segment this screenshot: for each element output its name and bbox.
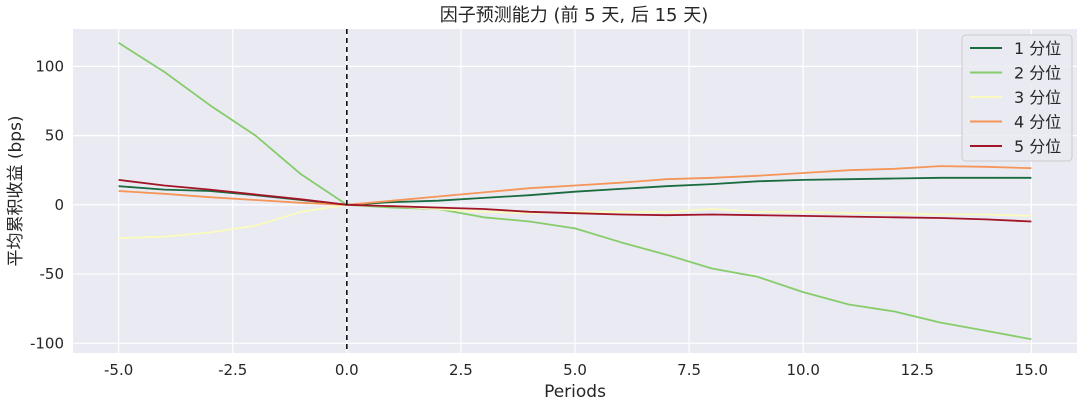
y-tick-label: 50 xyxy=(45,127,64,145)
chart-title: 因子预测能力 (前 5 天, 后 15 天) xyxy=(440,5,708,26)
series-line-4 xyxy=(118,165,1032,206)
x-tick-label: 7.5 xyxy=(677,361,701,379)
series-line-5 xyxy=(118,179,1032,223)
x-tick-labels: -5.0 -2.5 0.0 2.5 5.0 7.5 10.0 12.5 15.0 xyxy=(104,361,1048,379)
series-line-2 xyxy=(118,42,1032,341)
legend-label-5: 5 分位 xyxy=(1014,137,1061,156)
series-lines xyxy=(118,42,1032,341)
legend-label-3: 3 分位 xyxy=(1014,88,1061,107)
y-axis-label: 平均累积收益 (bps) xyxy=(6,115,26,266)
x-tick-label: 0.0 xyxy=(335,361,359,379)
x-tick-label: 12.5 xyxy=(901,361,934,379)
y-tick-label: -100 xyxy=(30,334,64,352)
x-tick-label: 5.0 xyxy=(563,361,587,379)
x-axis-label: Periods xyxy=(544,382,606,402)
legend-label-1: 1 分位 xyxy=(1014,39,1061,58)
x-tick-label: 2.5 xyxy=(449,361,473,379)
x-tick-label: -2.5 xyxy=(218,361,247,379)
legend-box xyxy=(961,34,1073,162)
legend-label-2: 2 分位 xyxy=(1014,64,1061,83)
y-tick-label: 100 xyxy=(35,57,64,75)
x-tick-label: -5.0 xyxy=(104,361,133,379)
y-tick-labels: 100 50 0 -50 -100 xyxy=(30,57,64,352)
x-tick-label: 10.0 xyxy=(786,361,819,379)
series-line-3 xyxy=(118,203,1032,239)
legend-label-4: 4 分位 xyxy=(1014,113,1061,132)
y-tick-label: -50 xyxy=(40,265,65,283)
legend: 1 分位 2 分位 3 分位 4 分位 5 分位 xyxy=(961,34,1073,162)
x-tick-label: 15.0 xyxy=(1015,361,1048,379)
y-tick-label: 0 xyxy=(54,196,64,214)
